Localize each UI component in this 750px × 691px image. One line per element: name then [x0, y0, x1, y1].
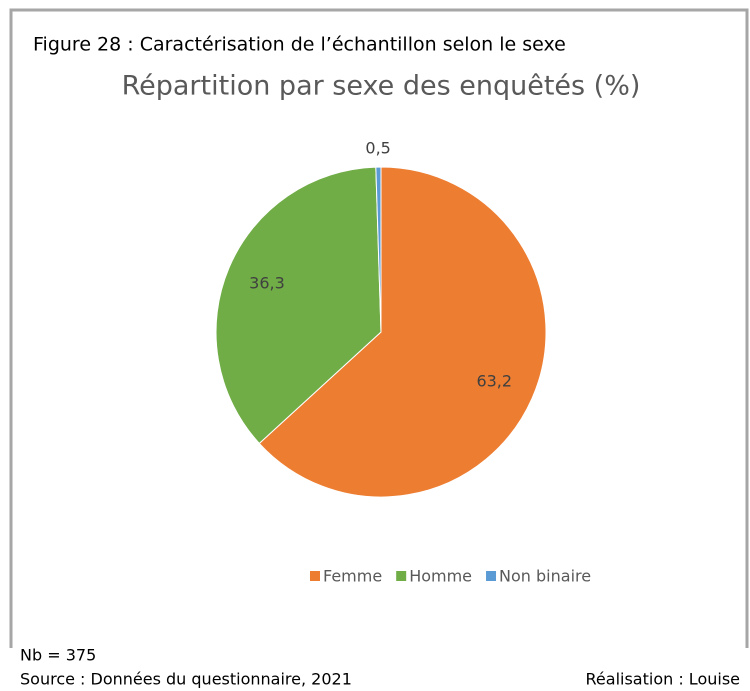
source: Source : Données du questionnaire, 2021	[20, 670, 352, 689]
figure-caption: Figure 28 : Caractérisation de l’échanti…	[33, 34, 566, 56]
legend-label: Femme	[323, 567, 382, 586]
credit: Réalisation : Louise	[586, 670, 740, 689]
pie: 63,2 36,3 0,5	[215, 139, 547, 498]
note: Nb = 375	[20, 646, 96, 665]
legend-label: Homme	[409, 567, 472, 586]
pie-slice	[215, 166, 382, 445]
pie-slice	[375, 166, 382, 333]
data-label: 0,5	[365, 139, 390, 158]
legend-swatch	[396, 571, 407, 581]
legend-swatch	[310, 571, 320, 581]
data-label: 36,3	[249, 273, 285, 292]
legend: Femme Homme Non binaire	[310, 567, 591, 586]
legend-swatch	[486, 571, 497, 581]
legend-label: Non binaire	[499, 567, 591, 586]
pie-slice	[258, 166, 547, 498]
data-label: 63,2	[476, 371, 512, 390]
chart-title: Répartition par sexe des enquêtés (%)	[122, 71, 641, 102]
frame	[9, 8, 749, 648]
